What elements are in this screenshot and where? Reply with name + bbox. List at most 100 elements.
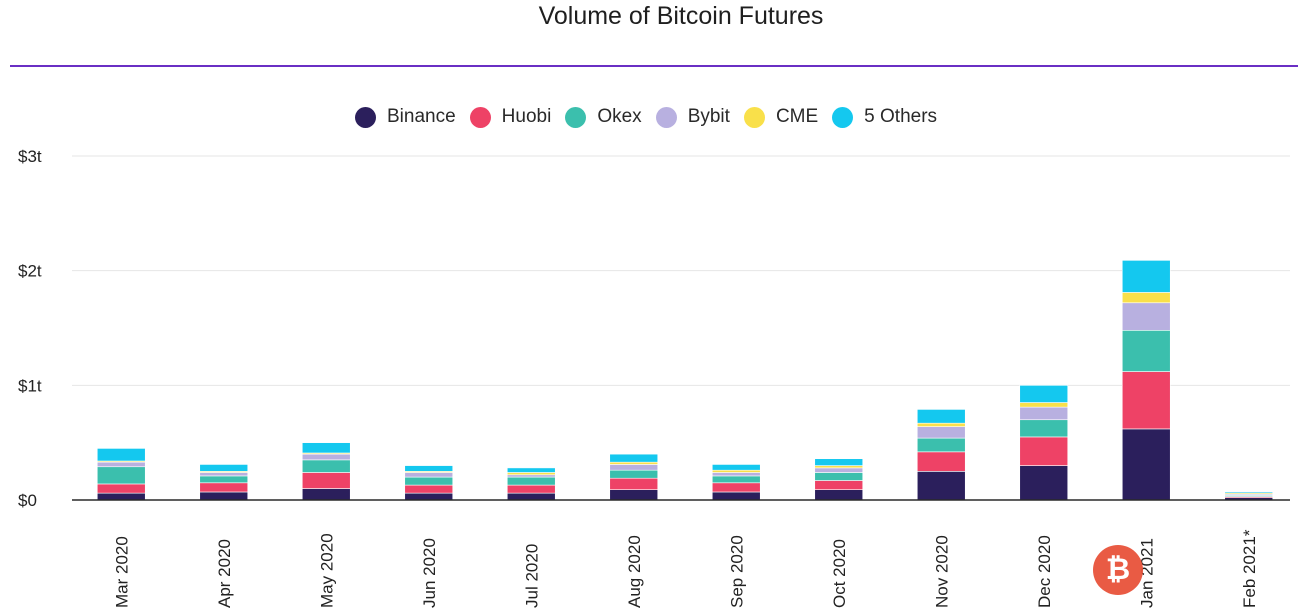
bar-segment-5-others [1121,260,1171,293]
bar-segment-binance [199,491,249,501]
bar-segment-huobi [404,484,454,494]
x-tick-label: Apr 2020 [215,539,234,608]
legend-swatch [743,106,765,128]
legend-swatch [565,106,587,128]
bar-segment-5-others [506,467,556,473]
bar-segment-okex [404,476,454,486]
bar-segment-okex [711,475,761,484]
legend-item: Bybit [655,106,730,128]
x-tick-label: Jan 2021 [1137,538,1156,608]
bar-segment-cme [609,461,659,465]
x-tick-label: Mar 2020 [112,536,131,608]
bar-segment-okex [506,476,556,486]
bar-segment-binance [1121,428,1171,501]
bar-segment-bybit [609,464,659,471]
bar-segment-bybit [404,472,454,478]
x-tick-label: Aug 2020 [625,535,644,608]
bar-segment-binance [916,471,966,501]
legend-swatch [655,106,677,128]
legend-label: Binance [387,106,456,127]
legend-swatch [832,106,854,128]
x-tick-label: Nov 2020 [932,535,951,608]
bar-segment-cme [916,422,966,427]
y-tick-label: $0 [18,491,37,510]
bar-segment-huobi [199,482,249,493]
chart-title: Volume of Bitcoin Futures [538,2,824,30]
bar-segment-huobi [609,477,659,490]
bar-segment-huobi [814,480,864,490]
bitcoin-watermark-icon: ₿ [1093,545,1143,595]
bar-segment-5-others [199,464,249,472]
bar-segment-okex [301,459,351,473]
bar-segment-bybit [1121,302,1171,331]
bar-segment-binance [814,489,864,501]
legend-item: Okex [565,106,642,128]
bar-segment-binance [96,492,146,501]
bar-segment-5-others [609,453,659,463]
bar-segment-bybit [301,453,351,461]
bar-segment-bybit [199,472,249,477]
y-tick-label: $1t [18,376,42,395]
chart-legend: Binance Huobi Okex Bybit CME 5 Others [355,104,951,130]
legend-item: Binance [355,106,456,128]
bar-segment-okex [1121,329,1171,372]
legend-label: CME [775,106,819,127]
legend-item: CME [743,106,819,128]
legend-label: Okex [597,106,642,127]
bar-segment-huobi [301,472,351,489]
bar-segment-bybit [96,461,146,468]
x-tick-label: Jun 2020 [420,538,439,608]
legend-label: Bybit [687,106,730,127]
bar-segment-okex [1019,419,1069,438]
bar-segment-5-others [814,458,864,466]
y-tick-label: $2t [18,262,42,281]
legend-label: Huobi [501,106,552,127]
legend-label: 5 Others [864,106,938,127]
title-divider [10,65,1298,67]
bar-segment-bybit [814,467,864,473]
x-tick-label: May 2020 [317,533,336,608]
bar-segment-5-others [1224,491,1274,494]
bar-segment-huobi [506,484,556,494]
x-tick-label: Dec 2020 [1035,535,1054,608]
bar-segment-cme [711,469,761,473]
bar-segment-cme [814,465,864,469]
legend-swatch [355,106,376,128]
bar-segment-bybit [506,474,556,478]
x-tick-label: Feb 2021* [1240,529,1259,608]
bar-segment-okex [199,475,249,484]
bar-segment-huobi [1019,436,1069,466]
bar-segment-okex [916,437,966,453]
bar-segment-5-others [96,448,146,462]
bar-segment-okex [96,466,146,485]
legend-item: 5 Others [832,106,937,128]
bar-segment-bybit [1019,406,1069,421]
bar-segment-bybit [711,472,761,477]
bar-segment-binance [301,488,351,501]
bar-segment-5-others [711,464,761,471]
bar-segment-cme [1019,402,1069,408]
bar-segment-bybit [916,426,966,439]
bar-segment-5-others [301,442,351,454]
bar-segment-binance [506,492,556,501]
y-tick-label: $3t [18,147,42,166]
bar-segment-cme [506,472,556,476]
bar-segment-binance [711,491,761,501]
bar-segment-huobi [96,483,146,494]
x-tick-label: Oct 2020 [830,539,849,608]
bar-segment-cme [1121,292,1171,304]
bar-segment-binance [1019,465,1069,501]
x-tick-label: Jul 2020 [522,544,541,608]
legend-item: Huobi [469,106,552,128]
bar-segment-5-others [1019,385,1069,403]
x-tick-label: Sep 2020 [727,535,746,608]
bar-segment-huobi [711,482,761,493]
bar-segment-okex [814,472,864,481]
bar-segment-5-others [916,409,966,424]
bar-segment-binance [609,489,659,501]
bar-segment-huobi [1121,371,1171,430]
bar-segment-5-others [404,465,454,472]
bar-segment-huobi [916,451,966,472]
legend-swatch [469,106,491,128]
